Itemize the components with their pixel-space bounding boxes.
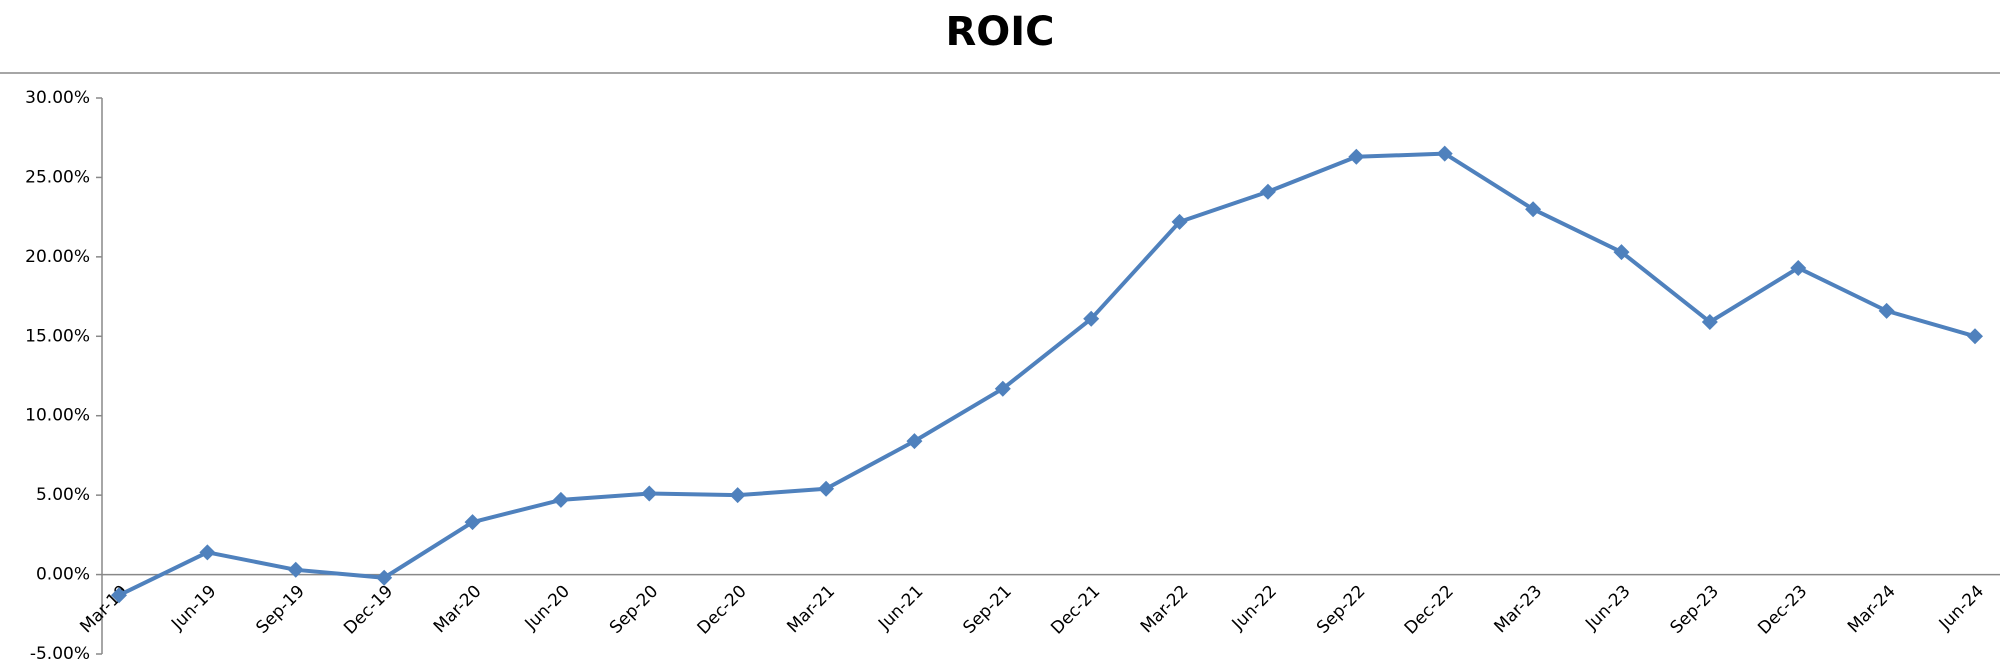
- y-tick-label: 0.00%: [36, 565, 90, 585]
- marker: [376, 569, 393, 586]
- marker: [1967, 328, 1983, 345]
- x-tick-label: Jun-22: [1228, 582, 1281, 635]
- x-tick-label: Sep-19: [252, 582, 308, 638]
- marker: [1878, 302, 1895, 319]
- y-tick-label: 10.00%: [25, 406, 90, 426]
- marker: [111, 587, 127, 604]
- marker: [994, 380, 1011, 397]
- y-tick-label: 15.00%: [25, 326, 90, 346]
- x-tick-label: Jun-23: [1581, 582, 1634, 635]
- chart-title: ROIC: [945, 9, 1054, 55]
- x-tick-label: Mar-20: [430, 582, 486, 638]
- series-line: [118, 151, 1976, 598]
- x-tick-label: Sep-23: [1666, 582, 1722, 638]
- marker: [287, 561, 304, 578]
- marker: [906, 433, 923, 450]
- x-tick-label: Jun-19: [167, 582, 220, 635]
- y-tick-label: 20.00%: [25, 247, 90, 267]
- marker: [552, 491, 569, 508]
- x-tick-label: Mar-19: [76, 582, 132, 638]
- x-tick-label: Jun-24: [1935, 582, 1988, 635]
- x-tick-label: Mar-21: [783, 582, 839, 638]
- marker: [199, 544, 216, 561]
- marker: [1259, 183, 1276, 200]
- x-tick-label: Sep-20: [606, 582, 662, 638]
- marker: [1348, 148, 1365, 165]
- x-tick-label: Dec-21: [1047, 582, 1104, 639]
- marker: [464, 514, 481, 531]
- x-tick-label: Mar-24: [1844, 582, 1900, 638]
- x-tick-label: Dec-23: [1754, 582, 1811, 639]
- marker: [729, 487, 746, 504]
- y-tick-label: 25.00%: [25, 167, 90, 187]
- marker: [641, 485, 658, 502]
- x-tick-label: Jun-21: [874, 582, 927, 635]
- marker: [1701, 313, 1718, 330]
- marker: [1171, 213, 1188, 230]
- y-tick-label: 5.00%: [36, 485, 90, 505]
- x-tick-label: Dec-22: [1401, 582, 1458, 639]
- y-tick-label: 30.00%: [25, 88, 90, 108]
- x-tick-label: Dec-19: [340, 582, 397, 639]
- x-tick-label: Mar-23: [1490, 582, 1546, 638]
- x-tick-label: Sep-22: [1313, 582, 1369, 638]
- x-tick-label: Mar-22: [1137, 582, 1193, 638]
- x-tick-label: Sep-21: [959, 582, 1015, 638]
- marker: [1436, 145, 1453, 162]
- marker: [818, 480, 835, 497]
- marker: [1525, 201, 1542, 218]
- y-tick-label: -5.00%: [30, 644, 90, 664]
- marker: [1083, 310, 1100, 327]
- x-tick-label: Jun-20: [521, 582, 574, 635]
- x-tick-label: Dec-20: [694, 582, 751, 639]
- marker: [1613, 244, 1630, 261]
- marker: [1790, 259, 1807, 276]
